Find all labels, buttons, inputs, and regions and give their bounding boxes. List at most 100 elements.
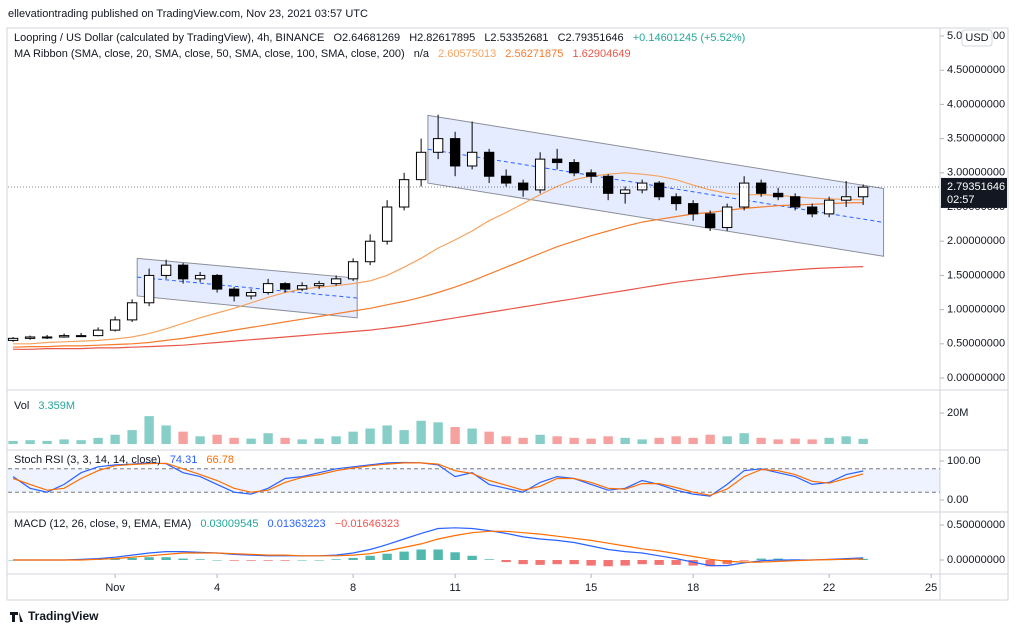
currency-button[interactable] [961,29,993,47]
y-tick-label: 0.50000000 [947,519,1005,531]
volume-bar [535,434,545,445]
x-tick-label: Nov [105,582,125,594]
volume-bar [569,437,579,445]
candle-body [619,189,631,194]
ma-legend: MA Ribbon (SMA, close, 20, SMA, close, 5… [14,48,631,60]
volume-bar [399,430,409,445]
candle-body [160,264,172,276]
candle-body [41,336,53,339]
candle-body [653,182,665,198]
volume-bar [858,438,868,445]
x-tick-label: 8 [350,582,356,594]
volume-bar [518,437,528,445]
candle-body [840,196,852,201]
volume-bar [705,434,715,445]
macd-histogram-bar [433,549,443,560]
y-tick-label: 0.00000000 [947,372,1005,384]
high: H2.82617895 [409,32,475,44]
volume-bar [637,439,647,445]
candle-body [194,274,206,280]
macd-histogram-bar [229,559,239,561]
volume-bar [246,438,256,445]
macd-histogram-bar [552,559,562,565]
volume-bar [195,436,205,445]
macd-histogram-bar [654,559,664,565]
macd-histogram-bar [212,559,222,561]
volume-bar [586,438,596,445]
candle-body [670,196,682,205]
y-tick-label: 1.50000000 [947,269,1005,281]
x-tick-label: 11 [449,582,460,594]
candle-body [857,186,869,198]
volume-bar [314,438,324,445]
signal-value: 0.01363223 [268,518,326,530]
volume-bar [688,437,698,445]
tradingview-logo [10,612,23,622]
candle-body [687,203,699,215]
volume-bar [841,436,851,445]
candle-body [500,175,512,184]
histogram-value: −0.01646323 [335,518,400,530]
macd-histogram-bar [722,559,732,565]
macd-histogram-bar [416,549,426,560]
candle-body [330,278,342,285]
last-price-tag [941,177,1007,208]
macd-histogram-bar [178,558,188,560]
volume-bar [603,436,613,445]
low: L2.53352681 [484,32,548,44]
candle-body [143,274,155,304]
candle-body [704,213,716,229]
volume-bar [331,436,341,445]
candle-body [126,302,138,321]
volume-bar [348,431,358,445]
y-tick-label: 3.50000000 [947,133,1005,145]
change: +0.14601245 (+5.52%) [633,32,746,44]
volume-bar [8,440,18,445]
volume-last: 3.359M [38,400,75,412]
candle-body [806,206,818,215]
chart-frame [6,27,1009,601]
macd-histogram-bar [535,559,545,565]
volume-bar [178,431,188,445]
candle-body [483,151,495,177]
macd-histogram-bar [144,557,154,560]
macd-histogram-bar [620,559,630,566]
publish-header: ellevationtrading published on TradingVi… [8,8,368,20]
volume-bar [161,425,171,445]
macd-histogram-bar [110,558,120,560]
moving-average [13,266,864,350]
volume-bar [229,437,239,445]
candle-body [738,182,750,208]
candle-body [398,179,410,208]
macd-histogram-bar [348,557,358,560]
y-tick-label: 2.00000000 [947,235,1005,247]
stoch-legend: Stoch RSI (3, 3, 14, 14, close) 74.31 66… [14,454,234,466]
y-tick-label: 4.50000000 [947,64,1005,76]
candle-body [228,288,240,297]
macd-histogram-bar [637,559,647,565]
macd-title: MACD (12, 26, close, 9, EMA, EMA) [14,518,191,530]
volume-bar [110,434,120,445]
macd-histogram-bar [263,559,273,561]
ma-title: MA Ribbon (SMA, close, 20, SMA, close, 5… [14,48,405,60]
candle-body [568,162,580,174]
volume-bar [382,425,392,445]
candle-body [347,261,359,280]
volume-bar [807,439,817,445]
volume-bar [263,433,273,445]
volume-bar [620,437,630,445]
x-tick-label: 18 [687,582,699,594]
macd-histogram-bar [280,559,290,561]
x-tick-label: 22 [823,582,835,594]
stoch-k: 74.31 [170,454,198,466]
candle-body [551,158,563,164]
candle-body [381,206,393,242]
candle-body [721,206,733,229]
volume-bar [416,420,426,445]
ma-value: 2.60575013 [438,48,496,60]
macd-legend: MACD (12, 26, close, 9, EMA, EMA) 0.0300… [14,518,399,530]
candle-body [177,264,189,280]
channel-midline [137,276,358,299]
currency-label[interactable]: USD [965,32,988,44]
